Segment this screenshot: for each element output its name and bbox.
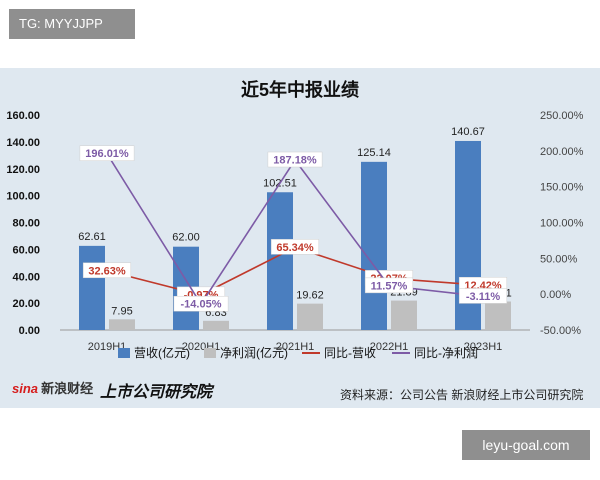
x-tick-label: 2019H1: [88, 341, 127, 353]
data-label-revenue: 62.00: [172, 232, 200, 244]
sina-logo-text: 新浪财经: [41, 381, 94, 396]
sina-finance-logo: sina 新浪财经: [12, 378, 93, 397]
data-label-box-profit-yoy: [458, 288, 508, 304]
data-label-profit: 19.62: [296, 290, 324, 302]
y-left-tick-label: 60.00: [12, 244, 40, 256]
bar-profit: [203, 320, 229, 330]
bar-profit: [391, 300, 417, 330]
legend-label: 同比-净利润: [414, 346, 478, 360]
data-label-box-profit-yoy: [79, 145, 135, 161]
data-label-box-revenue-yoy: [270, 239, 320, 255]
y-right-tick-label: 150.00%: [540, 182, 584, 194]
chart-panel: 近5年中报业绩 0.00 20.00 40.00 60.00 80.00 100.00 120…: [0, 68, 600, 408]
legend-swatch: [118, 348, 130, 358]
x-tick-label: 2021H1: [276, 341, 315, 353]
bar-revenue: [361, 161, 387, 330]
data-label-revenue: 140.67: [451, 126, 485, 138]
legend-label: 营收(亿元): [134, 345, 190, 360]
y-right-tick-label: 0.00%: [540, 289, 571, 301]
y-left-tick-label: 20.00: [12, 298, 40, 310]
y-left-tick-label: 0.00: [19, 325, 40, 337]
data-label-box-profit-yoy: [364, 277, 414, 294]
data-label-box-profit-yoy: [173, 295, 229, 312]
data-label-profit-yoy: 196.01%: [85, 148, 129, 160]
x-tick-label: 2023H1: [464, 341, 503, 353]
legend-label: 同比-营收: [324, 346, 376, 360]
data-label-revenue-yoy: 65.34%: [276, 242, 314, 254]
source-note: 资料来源：公司公告 新浪财经上市公司研究院: [340, 388, 584, 402]
data-label-revenue: 125.14: [357, 147, 391, 159]
data-label-profit-yoy: -3.11%: [466, 291, 500, 303]
y-left-tick-label: 160.00: [6, 110, 40, 122]
data-label-profit-yoy: 187.18%: [273, 155, 317, 167]
y-left-tick-label: 100.00: [6, 191, 40, 203]
y-right-tick-label: 250.00%: [540, 110, 584, 122]
y-right-tick-label: -50.00%: [540, 325, 581, 337]
chart-title: 近5年中报业绩: [241, 79, 359, 100]
y-left-tick-label: 80.00: [12, 218, 40, 230]
chart: 近5年中报业绩 0.00 20.00 40.00 60.00 80.00 100.00 120…: [6, 79, 584, 360]
data-label-profit-yoy: 11.57%: [371, 280, 408, 292]
bar-profit: [297, 303, 323, 330]
y-left-tick-label: 120.00: [6, 164, 40, 176]
watermark-tag-top: TG: MYYJJPP: [9, 9, 135, 39]
data-label-revenue-yoy: 32.63%: [88, 265, 126, 277]
y-right-tick-label: 200.00%: [540, 146, 584, 158]
data-label-box-revenue-yoy: [82, 262, 132, 279]
y-right-tick-label: 50.00%: [540, 253, 578, 265]
data-label-revenue: 62.61: [78, 231, 106, 243]
bar-profit: [485, 301, 511, 330]
watermark-tag-bottom: leyu-goal.com: [462, 430, 590, 460]
legend-label: 净利润(亿元): [220, 345, 288, 360]
sina-logo-mark: sina: [12, 381, 39, 396]
bar-revenue: [267, 192, 293, 330]
bar-revenue: [79, 245, 105, 330]
y-left-tick-label: 140.00: [6, 137, 40, 149]
legend-swatch: [204, 348, 216, 358]
data-label-box-profit-yoy: [267, 151, 323, 168]
x-tick-label: 2022H1: [370, 341, 409, 353]
y-right-tick-label: 100.00%: [540, 218, 584, 230]
institute-logo: 上市公司研究院: [100, 384, 213, 401]
bar-profit: [109, 319, 135, 330]
data-label-profit: 7.95: [111, 305, 132, 317]
data-label-profit-yoy: -14.05%: [181, 299, 222, 311]
y-left-tick-label: 40.00: [12, 271, 40, 283]
